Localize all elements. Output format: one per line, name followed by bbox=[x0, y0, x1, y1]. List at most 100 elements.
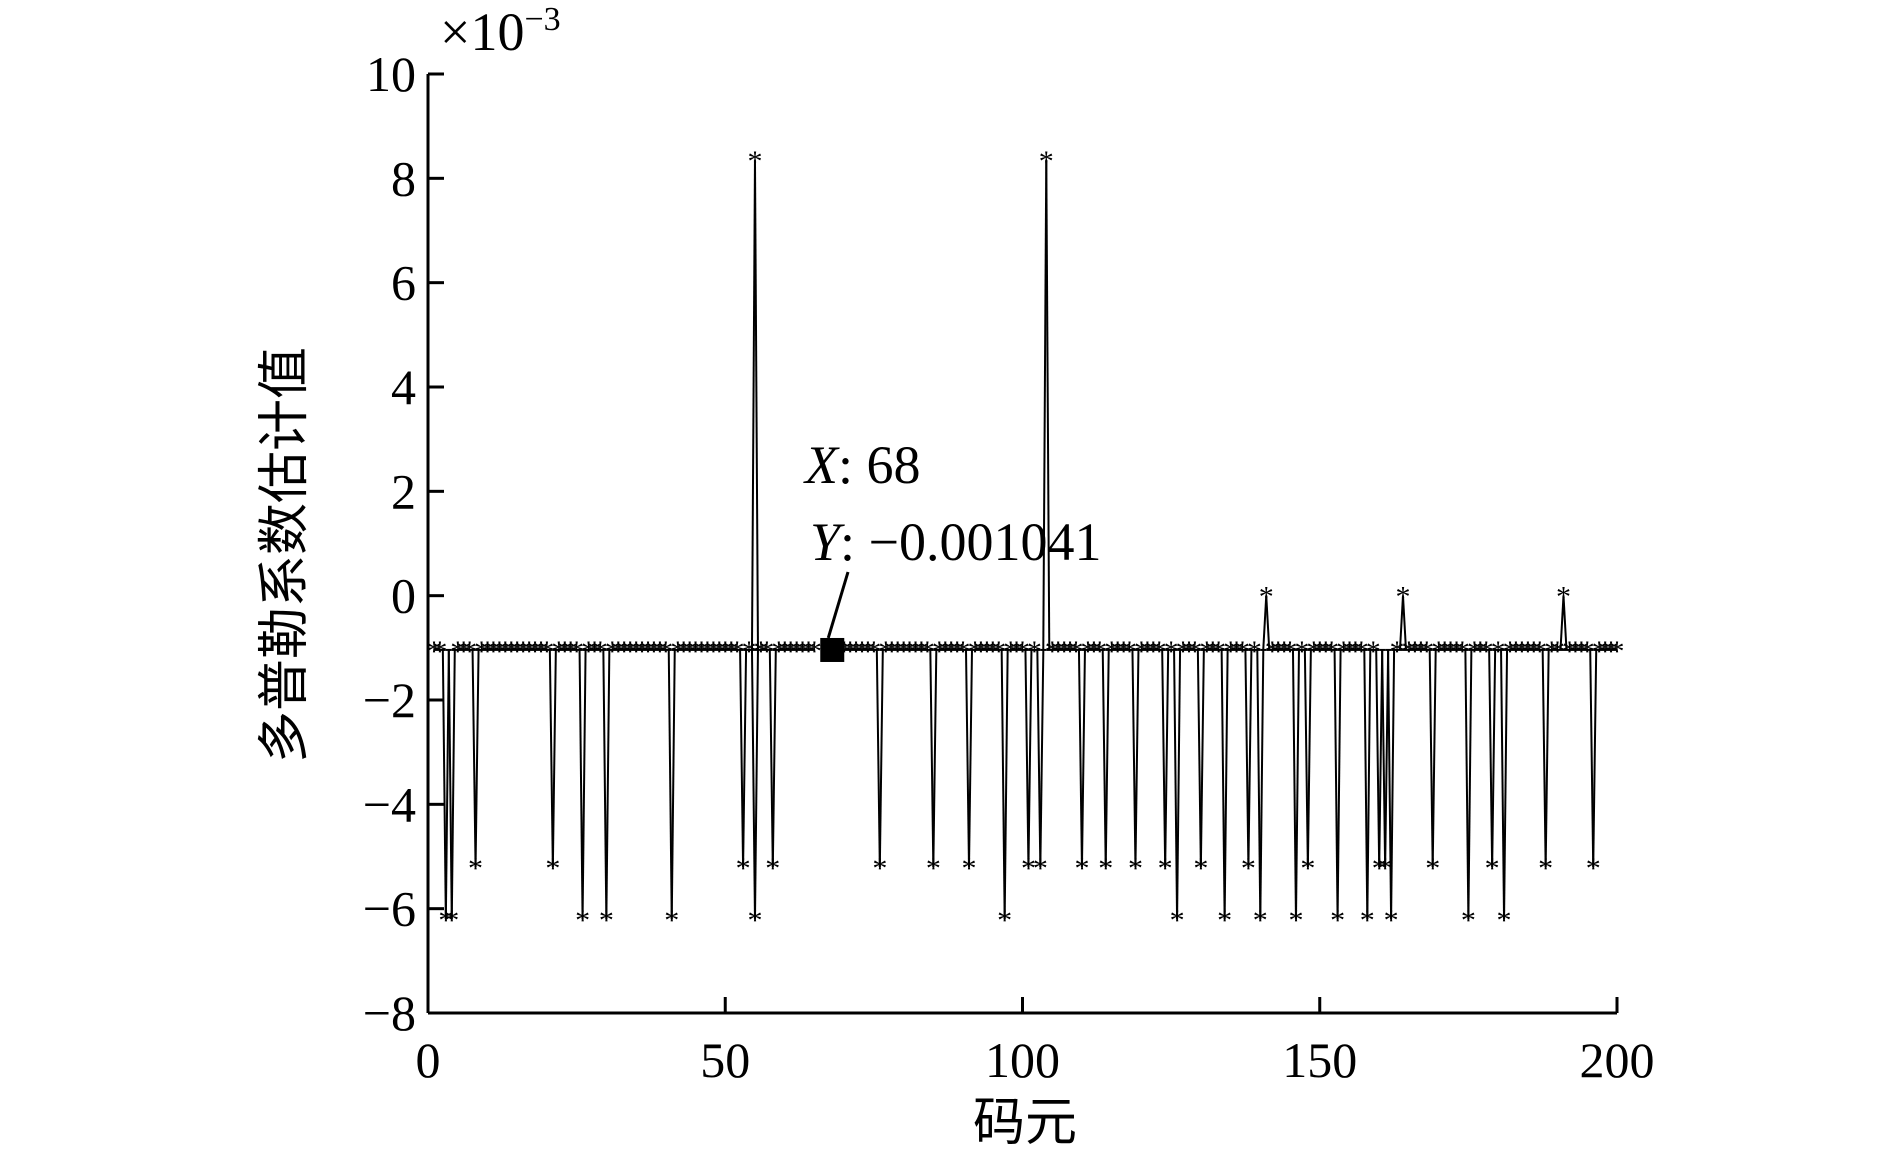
series-spike-line bbox=[1294, 649, 1300, 920]
data-point-marker: * bbox=[878, 635, 893, 668]
data-point-marker: * bbox=[1086, 635, 1101, 668]
data-point-marker: * bbox=[771, 635, 786, 668]
data-point-marker: * bbox=[1562, 635, 1577, 668]
y-tick-label: 2 bbox=[391, 463, 416, 519]
data-point-marker: * bbox=[533, 635, 548, 668]
data-point-marker: * bbox=[973, 635, 988, 668]
data-point-marker: * bbox=[1247, 635, 1262, 668]
data-point-marker: * bbox=[1336, 635, 1351, 668]
y-tick-label: −6 bbox=[363, 881, 416, 937]
data-point-marker: * bbox=[1104, 635, 1119, 668]
data-point-marker: * bbox=[450, 635, 465, 668]
data-point-marker: * bbox=[432, 635, 447, 668]
data-point-marker: * bbox=[694, 635, 709, 668]
data-point-marker: * bbox=[1592, 635, 1607, 668]
data-point-marker: * bbox=[1497, 904, 1512, 937]
data-point-marker: * bbox=[706, 635, 721, 668]
series-spike-line bbox=[1592, 649, 1598, 867]
data-point-marker: * bbox=[468, 852, 483, 885]
data-point-marker: * bbox=[884, 635, 899, 668]
data-point-marker: * bbox=[1437, 635, 1452, 668]
series-spike-line bbox=[1104, 649, 1110, 867]
data-point-marker: * bbox=[682, 635, 697, 668]
datatip-x: X: 68 bbox=[803, 435, 921, 495]
data-point-marker: * bbox=[979, 635, 994, 668]
data-point-marker: * bbox=[635, 635, 650, 668]
data-point-marker: * bbox=[807, 635, 822, 668]
data-point-marker: * bbox=[777, 635, 792, 668]
data-point-marker: * bbox=[1395, 581, 1410, 614]
series-spike-line bbox=[1164, 649, 1170, 867]
data-point-marker: * bbox=[1485, 852, 1500, 885]
data-point-marker: * bbox=[1526, 635, 1541, 668]
data-point-marker: * bbox=[1568, 635, 1583, 668]
data-point-marker: * bbox=[1461, 904, 1476, 937]
data-point-marker: * bbox=[575, 904, 590, 937]
data-point-marker: * bbox=[1384, 904, 1399, 937]
data-point-marker: * bbox=[1241, 852, 1256, 885]
series-spike-line bbox=[1039, 649, 1045, 867]
data-point-marker: * bbox=[753, 635, 768, 668]
datatip[interactable]: X: 68 Y: −0.001041 bbox=[803, 435, 1102, 662]
data-point-marker: * bbox=[1140, 635, 1155, 668]
series-spike-line bbox=[581, 649, 587, 920]
data-point-marker: * bbox=[1199, 635, 1214, 668]
data-point-marker: * bbox=[890, 635, 905, 668]
data-point-marker: * bbox=[1401, 635, 1416, 668]
datatip-marker[interactable] bbox=[820, 637, 845, 662]
y-scale-exponent: ×10−3 bbox=[440, 1, 561, 62]
data-point-marker: * bbox=[629, 635, 644, 668]
data-point-marker: * bbox=[1372, 852, 1387, 885]
series-spike-line bbox=[551, 649, 557, 867]
data-point-marker: * bbox=[747, 904, 762, 937]
data-point-marker: * bbox=[1318, 635, 1333, 668]
data-point-marker: * bbox=[1330, 904, 1345, 937]
series-spike-line bbox=[1259, 649, 1265, 920]
datatip-pointer bbox=[826, 571, 850, 639]
data-point-marker: * bbox=[860, 635, 875, 668]
data-point-marker: * bbox=[783, 635, 798, 668]
data-point-marker: * bbox=[1074, 852, 1089, 885]
data-point-marker: * bbox=[1306, 635, 1321, 668]
data-point-marker: * bbox=[676, 635, 691, 668]
data-point-marker: * bbox=[688, 635, 703, 668]
series-spike-line bbox=[753, 649, 759, 920]
data-point-marker: * bbox=[795, 635, 810, 668]
x-tick-label: 100 bbox=[985, 1032, 1060, 1088]
data-point-marker: * bbox=[747, 145, 762, 178]
data-point-marker: * bbox=[1431, 635, 1446, 668]
data-point-marker: * bbox=[498, 635, 513, 668]
data-point-marker: * bbox=[1009, 635, 1024, 668]
data-point-marker: * bbox=[961, 852, 976, 885]
data-point-marker: * bbox=[1098, 852, 1113, 885]
data-point-marker: * bbox=[932, 635, 947, 668]
data-point-marker: * bbox=[712, 635, 727, 668]
data-point-marker: * bbox=[1223, 635, 1238, 668]
x-tick-label: 200 bbox=[1580, 1032, 1655, 1088]
series-spike-line bbox=[1027, 649, 1033, 867]
data-point-marker: * bbox=[516, 635, 531, 668]
data-point-marker: * bbox=[1520, 635, 1535, 668]
data-point-marker: * bbox=[1217, 904, 1232, 937]
data-point-marker: * bbox=[872, 852, 887, 885]
plot-area: 0 50 100 150 200−8−6−4−20246810*************… bbox=[363, 46, 1655, 1088]
data-point-marker: * bbox=[664, 904, 679, 937]
data-point-marker: * bbox=[563, 635, 578, 668]
series-spike-line bbox=[1431, 649, 1437, 867]
data-point-marker: * bbox=[1063, 635, 1078, 668]
y-tick-label: 6 bbox=[391, 255, 416, 311]
data-point-marker: * bbox=[736, 852, 751, 885]
data-point-marker: * bbox=[1181, 635, 1196, 668]
data-point-marker: * bbox=[605, 635, 620, 668]
data-point-marker: * bbox=[1413, 635, 1428, 668]
series-spike-line bbox=[1366, 649, 1372, 920]
data-point-marker: * bbox=[646, 635, 661, 668]
data-point-marker: * bbox=[522, 635, 537, 668]
data-point-marker: * bbox=[1514, 635, 1529, 668]
data-point-marker: * bbox=[1003, 635, 1018, 668]
series-spike-line bbox=[1562, 595, 1568, 650]
data-point-marker: * bbox=[545, 852, 560, 885]
series-spike-line bbox=[605, 649, 611, 920]
data-point-marker: * bbox=[1116, 635, 1131, 668]
data-point-marker: * bbox=[510, 635, 525, 668]
